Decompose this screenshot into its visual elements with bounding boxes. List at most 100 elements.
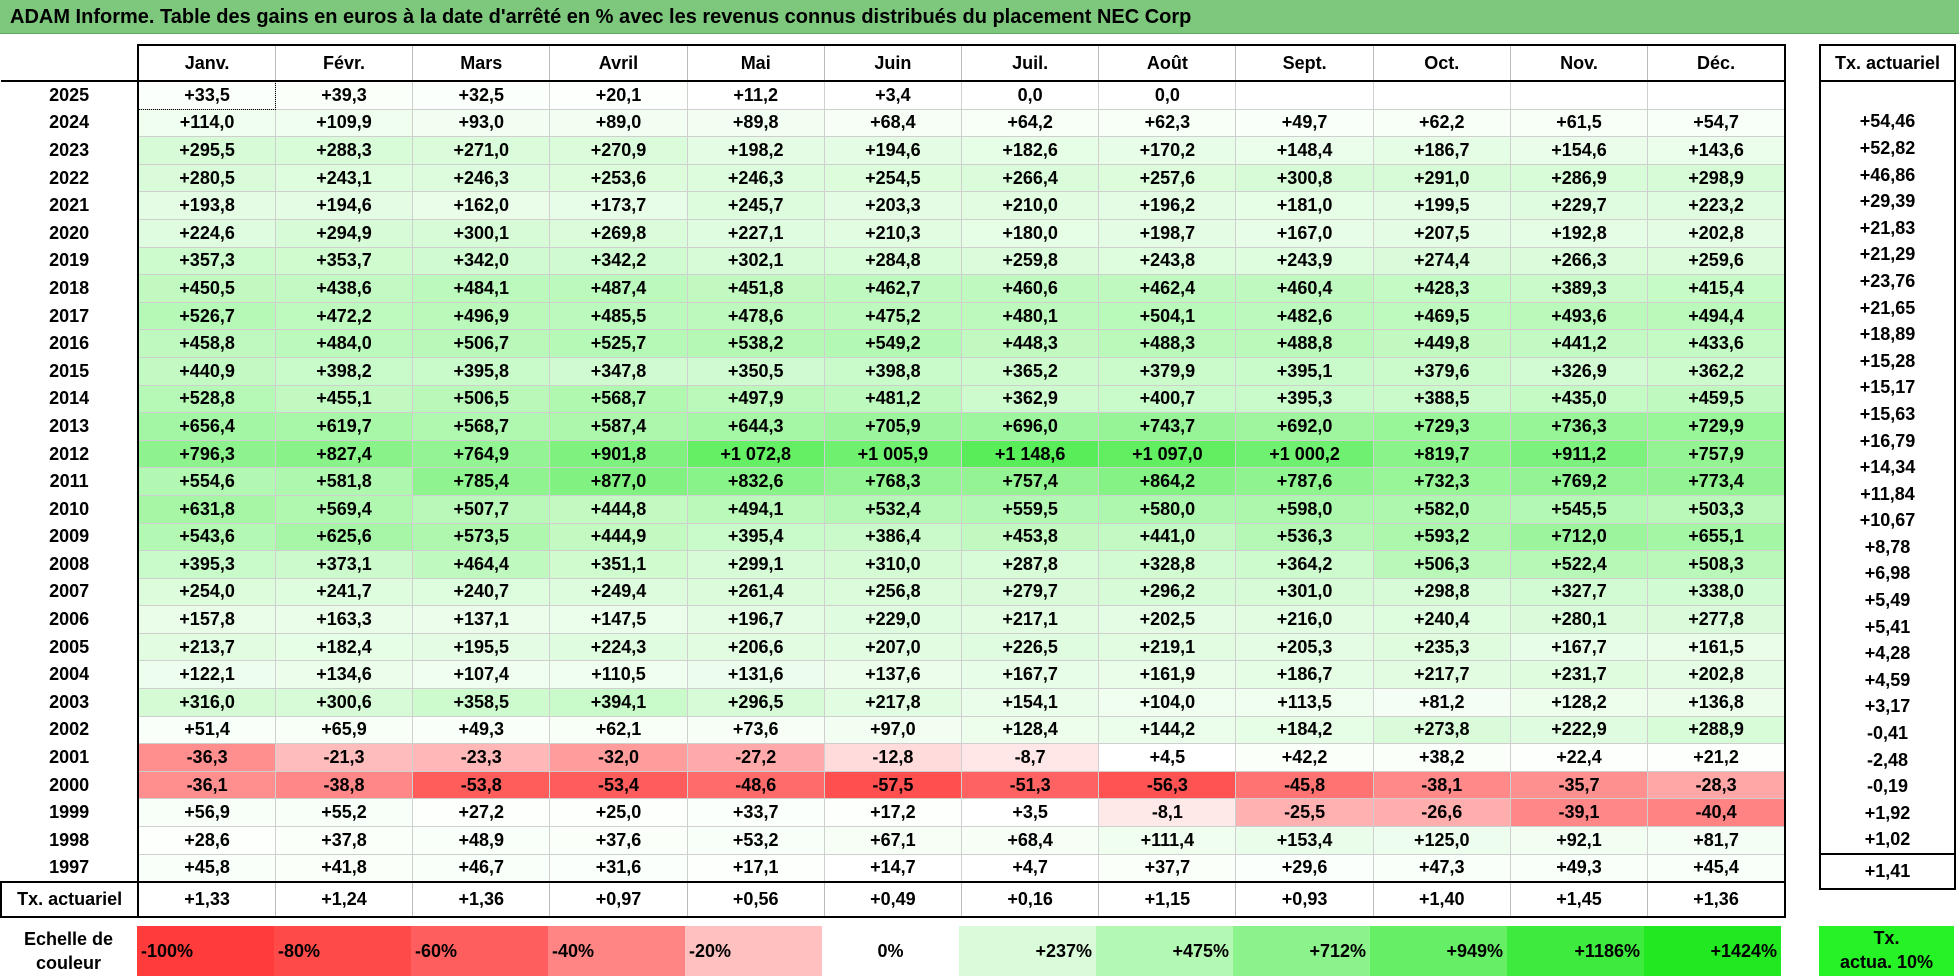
gain-cell[interactable]: +210,0 bbox=[961, 191, 1100, 220]
gain-cell[interactable]: +580,0 bbox=[1098, 494, 1237, 524]
gain-cell[interactable]: +246,3 bbox=[686, 163, 825, 193]
gain-cell[interactable]: +480,1 bbox=[961, 301, 1100, 331]
gain-cell[interactable]: +213,7 bbox=[137, 632, 276, 662]
gain-cell[interactable]: +494,1 bbox=[686, 494, 825, 524]
gain-cell[interactable]: +194,6 bbox=[274, 191, 414, 220]
gain-cell[interactable]: -57,5 bbox=[823, 770, 963, 800]
gain-cell[interactable]: +796,3 bbox=[137, 439, 276, 469]
gain-cell[interactable]: +207,0 bbox=[823, 632, 963, 662]
gain-cell[interactable]: +705,9 bbox=[823, 412, 963, 441]
gain-cell[interactable]: +757,9 bbox=[1647, 439, 1787, 469]
gain-cell[interactable]: +125,0 bbox=[1372, 826, 1511, 855]
gain-cell[interactable]: +827,4 bbox=[274, 439, 414, 469]
gain-cell[interactable]: -36,1 bbox=[137, 770, 276, 800]
gain-cell[interactable]: +328,8 bbox=[1098, 550, 1237, 579]
gain-cell[interactable]: +787,6 bbox=[1235, 467, 1374, 496]
gain-cell[interactable]: +901,8 bbox=[549, 439, 688, 469]
gain-cell[interactable]: +342,0 bbox=[412, 246, 551, 276]
gain-cell[interactable]: -53,4 bbox=[549, 770, 688, 800]
gain-cell[interactable]: +732,3 bbox=[1372, 467, 1511, 496]
gain-cell[interactable]: +538,2 bbox=[686, 329, 825, 358]
gain-cell[interactable]: +394,1 bbox=[549, 688, 688, 717]
gain-cell[interactable]: +503,3 bbox=[1647, 494, 1787, 524]
gain-cell[interactable]: +736,3 bbox=[1509, 412, 1649, 441]
gain-cell[interactable]: +528,8 bbox=[137, 384, 276, 414]
gain-cell[interactable]: -40,4 bbox=[1647, 798, 1787, 828]
gain-cell[interactable]: +62,3 bbox=[1098, 108, 1237, 138]
gain-cell[interactable]: +4,7 bbox=[961, 853, 1100, 884]
gain-cell[interactable]: +493,6 bbox=[1509, 301, 1649, 331]
gain-cell[interactable]: +240,7 bbox=[412, 577, 551, 607]
gain-cell[interactable]: +245,7 bbox=[686, 191, 825, 220]
gain-cell[interactable]: +33,7 bbox=[686, 798, 825, 828]
gain-cell[interactable]: +89,8 bbox=[686, 108, 825, 138]
gain-cell[interactable]: +246,3 bbox=[412, 163, 551, 193]
gain-cell[interactable]: +462,4 bbox=[1098, 274, 1237, 303]
gain-cell[interactable]: +266,3 bbox=[1509, 246, 1649, 276]
gain-cell[interactable]: +506,3 bbox=[1372, 550, 1511, 579]
gain-cell[interactable]: -48,6 bbox=[686, 770, 825, 800]
gain-cell[interactable]: +182,4 bbox=[274, 632, 414, 662]
gain-cell[interactable]: -21,3 bbox=[274, 743, 414, 772]
gain-cell[interactable]: +554,6 bbox=[137, 467, 276, 496]
gain-cell[interactable]: +522,4 bbox=[1509, 550, 1649, 579]
gain-cell[interactable]: -56,3 bbox=[1098, 770, 1237, 800]
gain-cell[interactable]: +729,9 bbox=[1647, 412, 1787, 441]
gain-cell[interactable]: +49,3 bbox=[1509, 853, 1649, 884]
gain-cell[interactable]: +45,8 bbox=[137, 853, 276, 884]
gain-cell[interactable]: +37,8 bbox=[274, 826, 414, 855]
gain-cell[interactable]: +259,6 bbox=[1647, 246, 1787, 276]
gain-cell[interactable]: +453,8 bbox=[961, 522, 1100, 552]
gain-cell[interactable]: +31,6 bbox=[549, 853, 688, 884]
gain-cell[interactable]: +362,9 bbox=[961, 384, 1100, 414]
gain-cell[interactable]: +587,4 bbox=[549, 412, 688, 441]
gain-cell[interactable]: +224,6 bbox=[137, 218, 276, 248]
gain-cell[interactable]: +379,6 bbox=[1372, 356, 1511, 386]
gain-cell[interactable]: -51,3 bbox=[961, 770, 1100, 800]
gain-cell[interactable]: +3,4 bbox=[823, 80, 963, 110]
gain-cell[interactable]: +61,5 bbox=[1509, 108, 1649, 138]
gain-cell[interactable]: +395,3 bbox=[137, 550, 276, 579]
gain-cell[interactable]: +280,1 bbox=[1509, 605, 1649, 634]
gain-cell[interactable]: +1 005,9 bbox=[823, 439, 963, 469]
gain-cell[interactable]: +350,5 bbox=[686, 356, 825, 386]
gain-cell[interactable]: +217,8 bbox=[823, 688, 963, 717]
gain-cell[interactable]: +277,8 bbox=[1647, 605, 1787, 634]
gain-cell[interactable]: +154,6 bbox=[1509, 136, 1649, 165]
gain-cell[interactable]: +226,5 bbox=[961, 632, 1100, 662]
gain-cell[interactable]: +48,9 bbox=[412, 826, 551, 855]
gain-cell[interactable]: +27,2 bbox=[412, 798, 551, 828]
gain-cell[interactable]: +1 072,8 bbox=[686, 439, 825, 469]
gain-cell[interactable]: +1 097,0 bbox=[1098, 439, 1237, 469]
gain-cell[interactable]: +229,0 bbox=[823, 605, 963, 634]
gain-cell[interactable]: +167,7 bbox=[1509, 632, 1649, 662]
gain-cell[interactable]: +310,0 bbox=[823, 550, 963, 579]
gain-cell[interactable]: +53,2 bbox=[686, 826, 825, 855]
gain-cell[interactable]: +526,7 bbox=[137, 301, 276, 331]
gain-cell[interactable]: +729,3 bbox=[1372, 412, 1511, 441]
gain-cell[interactable]: +298,9 bbox=[1647, 163, 1787, 193]
gain-cell[interactable]: +111,4 bbox=[1098, 826, 1237, 855]
gain-cell[interactable]: +229,7 bbox=[1509, 191, 1649, 220]
gain-cell[interactable]: +444,8 bbox=[549, 494, 688, 524]
gain-cell[interactable]: +49,7 bbox=[1235, 108, 1374, 138]
gain-cell[interactable]: +167,0 bbox=[1235, 218, 1374, 248]
gain-cell[interactable]: +274,4 bbox=[1372, 246, 1511, 276]
gain-cell[interactable]: +743,7 bbox=[1098, 412, 1237, 441]
gain-cell[interactable]: +184,2 bbox=[1235, 715, 1374, 745]
gain-cell[interactable]: +227,1 bbox=[686, 218, 825, 248]
gain-cell[interactable]: +49,3 bbox=[412, 715, 551, 745]
gain-cell[interactable]: +137,6 bbox=[823, 660, 963, 690]
gain-cell[interactable]: +568,7 bbox=[412, 412, 551, 441]
gain-cell[interactable]: +193,8 bbox=[137, 191, 276, 220]
gain-cell[interactable]: +469,5 bbox=[1372, 301, 1511, 331]
gain-cell[interactable]: +110,5 bbox=[549, 660, 688, 690]
gain-cell[interactable]: +45,4 bbox=[1647, 853, 1787, 884]
gain-cell[interactable]: +280,5 bbox=[137, 163, 276, 193]
gain-cell[interactable]: +273,8 bbox=[1372, 715, 1511, 745]
gain-cell[interactable]: +504,1 bbox=[1098, 301, 1237, 331]
gain-cell[interactable]: +206,6 bbox=[686, 632, 825, 662]
gain-cell[interactable]: +438,6 bbox=[274, 274, 414, 303]
gain-cell[interactable]: +54,7 bbox=[1647, 108, 1787, 138]
gain-cell[interactable]: +279,7 bbox=[961, 577, 1100, 607]
